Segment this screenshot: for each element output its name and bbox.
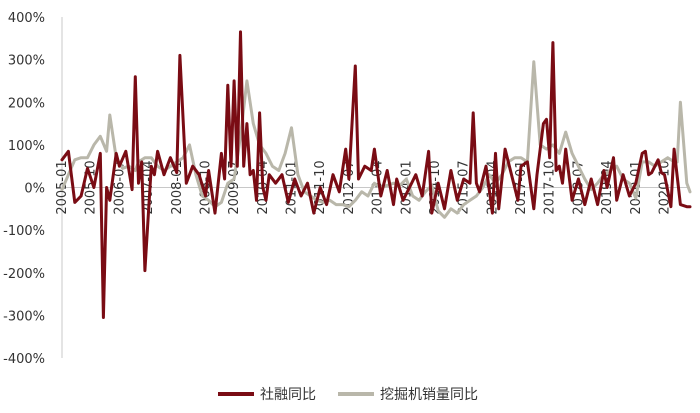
x-tick-label: 2013-04 — [371, 160, 386, 214]
x-tick-label: 2009-07 — [227, 160, 242, 214]
y-tick-label: 0% — [24, 182, 45, 197]
legend-label: 社融同比 — [260, 387, 316, 403]
series-line-social-financing — [60, 30, 692, 319]
y-axis: 400% 300% 200% 100% 0% -100% -200% -300% -400% — [3, 11, 63, 367]
x-tick-label: 2017-10 — [543, 160, 558, 214]
y-tick-label: 100% — [8, 139, 45, 154]
x-tick-label: 2006-07 — [112, 160, 127, 214]
x-tick-label: 2014-01 — [399, 160, 414, 214]
y-tick-label: -300% — [3, 309, 45, 324]
legend-label: 挖掘机销量同比 — [380, 387, 478, 403]
legend: 社融同比 挖掘机销量同比 — [218, 387, 478, 403]
y-tick-label: 200% — [8, 96, 45, 111]
y-tick-label: 400% — [8, 11, 45, 26]
y-tick-label: -400% — [3, 352, 45, 367]
x-tick-label: 2008-01 — [170, 160, 185, 214]
y-tick-label: 300% — [8, 54, 45, 69]
y-tick-label: -100% — [3, 224, 45, 239]
plot-area — [60, 30, 692, 319]
y-tick-label: -200% — [3, 267, 45, 282]
